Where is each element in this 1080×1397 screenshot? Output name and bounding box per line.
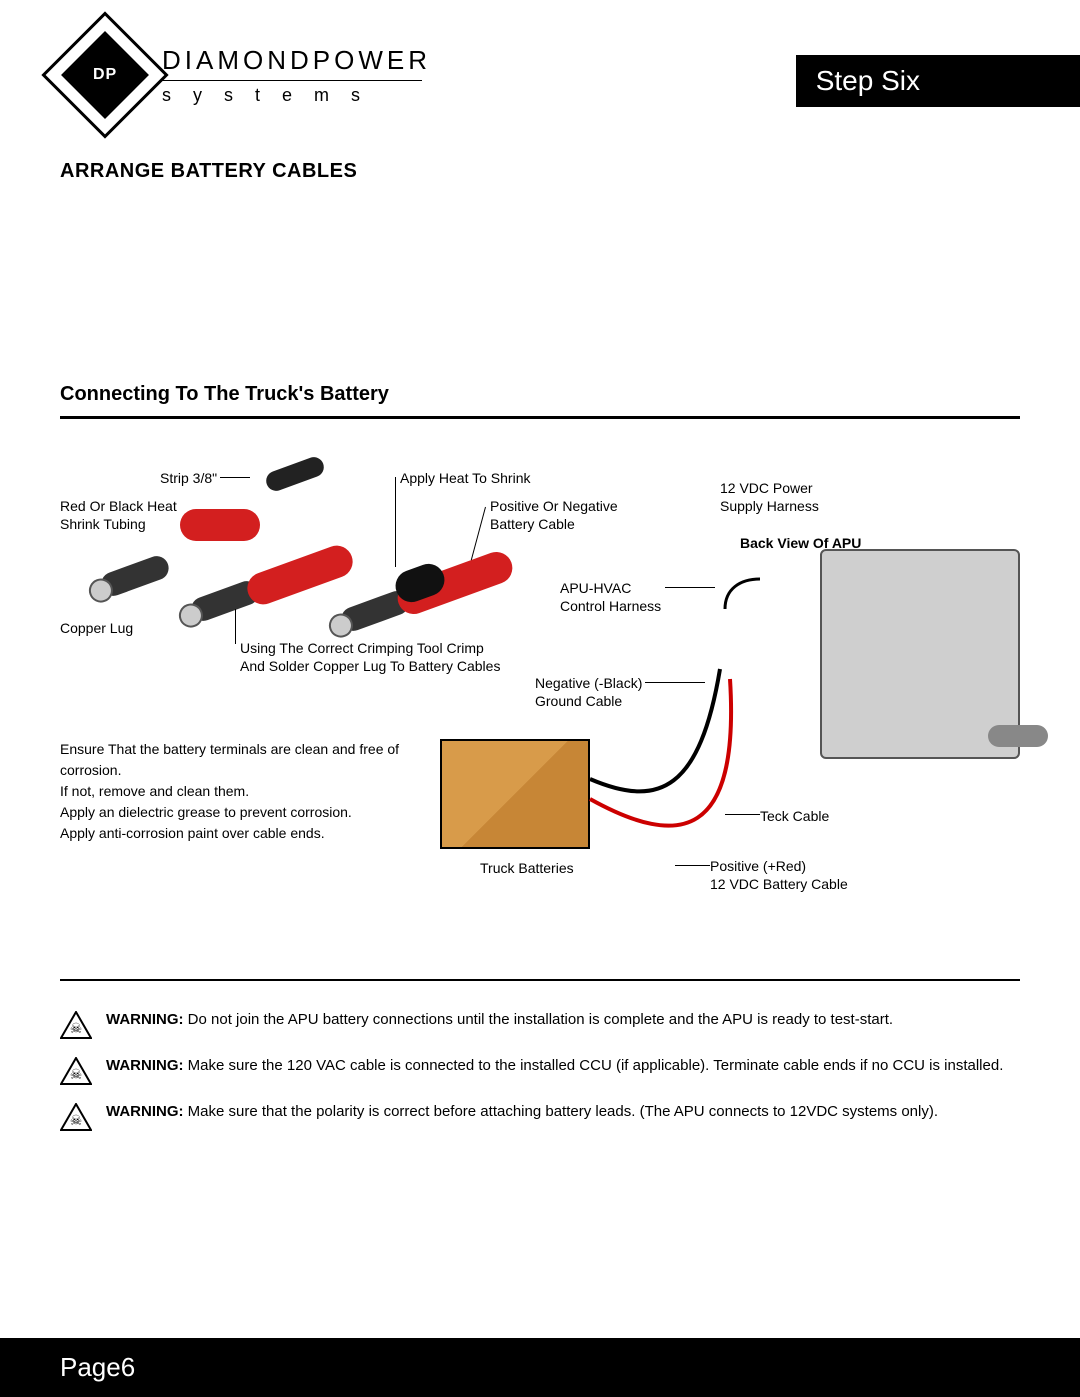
warning-row: ☠ WARNING: Do not join the APU battery c… xyxy=(60,1011,1020,1039)
red-cable-icon xyxy=(243,541,357,609)
label-apply-heat: Apply Heat To Shrink xyxy=(400,469,530,487)
logo-initials: DP xyxy=(93,66,117,84)
label-strip: Strip 3/8" xyxy=(160,469,217,487)
step-banner: Step Six xyxy=(796,55,1080,107)
warning-row: ☠ WARNING: Make sure that the polarity i… xyxy=(60,1103,1020,1131)
warning-text: WARNING: Make sure the 120 VAC cable is … xyxy=(106,1057,1003,1074)
label-truck-batteries: Truck Batteries xyxy=(480,859,574,877)
leader-line xyxy=(725,814,760,815)
svg-text:☠: ☠ xyxy=(70,1112,83,1128)
label-copper-lug: Copper Lug xyxy=(60,619,133,637)
red-tube-icon xyxy=(180,509,260,541)
subsection-title: Connecting To The Truck's Battery xyxy=(60,383,1080,406)
apu-unit-icon xyxy=(820,549,1020,759)
label-heat-shrink: Red Or Black Heat Shrink Tubing xyxy=(60,497,177,533)
label-power-harness: 12 VDC Power Supply Harness xyxy=(720,479,819,515)
page-footer: Page6 xyxy=(0,1338,1080,1397)
warnings-block: ☠ WARNING: Do not join the APU battery c… xyxy=(60,1011,1020,1131)
label-pos-neg-cable: Positive Or Negative Battery Cable xyxy=(490,497,618,533)
body-note: Ensure That the battery terminals are cl… xyxy=(60,739,400,844)
warning-text: WARNING: Do not join the APU battery con… xyxy=(106,1011,893,1028)
leader-line xyxy=(675,865,710,866)
section-rule-bottom xyxy=(60,979,1020,981)
cable-routing-icon xyxy=(440,549,840,879)
warning-row: ☠ WARNING: Make sure the 120 VAC cable i… xyxy=(60,1057,1020,1085)
svg-text:☠: ☠ xyxy=(70,1020,83,1036)
leader-line xyxy=(235,609,236,644)
brand-name-sub: systems xyxy=(162,85,431,106)
brand-logo: DP DIAMONDPOWER systems xyxy=(60,30,431,120)
leader-line xyxy=(395,477,396,567)
warning-icon: ☠ xyxy=(60,1011,92,1039)
copper-lug-icon xyxy=(98,553,172,599)
section-rule xyxy=(60,416,1020,419)
warning-text: WARNING: Make sure that the polarity is … xyxy=(106,1103,938,1120)
leader-line xyxy=(220,477,250,478)
logo-diamond-icon: DP xyxy=(41,11,168,138)
section-title: ARRANGE BATTERY CABLES xyxy=(60,160,1080,183)
label-pos-red: Positive (+Red) 12 VDC Battery Cable xyxy=(710,857,848,893)
label-teck-cable: Teck Cable xyxy=(760,807,829,825)
svg-text:☠: ☠ xyxy=(70,1066,83,1082)
black-tube-icon xyxy=(263,454,326,493)
diagram-area: Strip 3/8" Red Or Black Heat Shrink Tubi… xyxy=(60,449,1020,949)
warning-icon: ☠ xyxy=(60,1057,92,1085)
brand-name-main: DIAMONDPOWER xyxy=(162,45,431,76)
warning-icon: ☠ xyxy=(60,1103,92,1131)
page-header: DP DIAMONDPOWER systems Step Six xyxy=(0,0,1080,140)
